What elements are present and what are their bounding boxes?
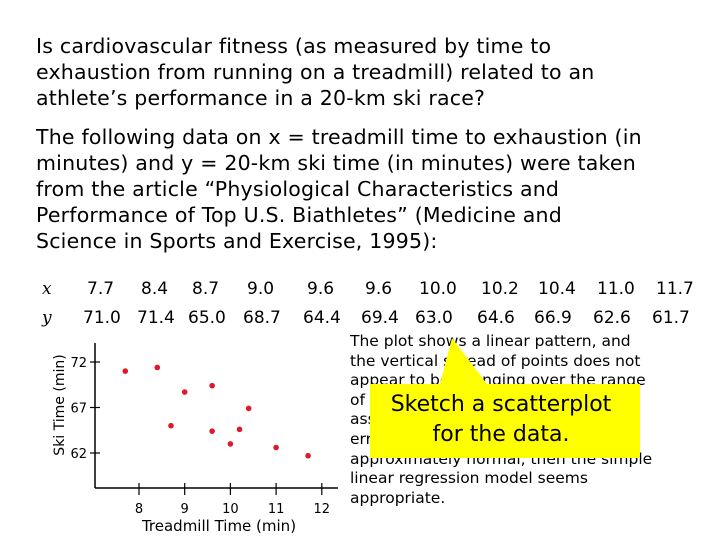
scatter-point — [154, 364, 161, 371]
scatter-point — [181, 389, 188, 395]
scatter-point — [168, 422, 174, 429]
y-tick-label: 72 — [70, 356, 87, 371]
scatter-point — [273, 444, 279, 451]
intro-text: The following data on x = treadmill time… — [36, 125, 642, 253]
y-axis-label: Ski Time (min) — [52, 354, 68, 455]
x-tick-label: 12 — [314, 502, 331, 517]
scatter-point — [305, 452, 311, 459]
data-points — [122, 364, 311, 459]
x-tick-label: 11 — [268, 502, 285, 517]
x-axis-label: Treadmill Time (min) — [141, 517, 296, 535]
x-tick-label: 10 — [222, 502, 239, 517]
x-tick-label: 8 — [135, 502, 143, 517]
question-text: Is cardiovascular fitness (as measured b… — [36, 34, 595, 110]
y-ticks: 72 67 62 — [70, 356, 100, 462]
x-tick-label: 9 — [181, 502, 189, 517]
scatter-point — [245, 405, 252, 412]
y-tick-label: 67 — [70, 402, 87, 417]
callout-shape — [370, 338, 640, 458]
scatter-point — [122, 368, 129, 374]
scatter-point — [209, 428, 215, 434]
callout-text: Sketch a scatterplot for the data. — [390, 392, 612, 447]
scatter-point — [209, 382, 215, 389]
y-tick-label: 62 — [70, 447, 87, 462]
x-ticks: 8 9 10 11 12 — [135, 483, 330, 517]
scatter-point — [236, 426, 243, 433]
scatter-point — [227, 441, 234, 447]
